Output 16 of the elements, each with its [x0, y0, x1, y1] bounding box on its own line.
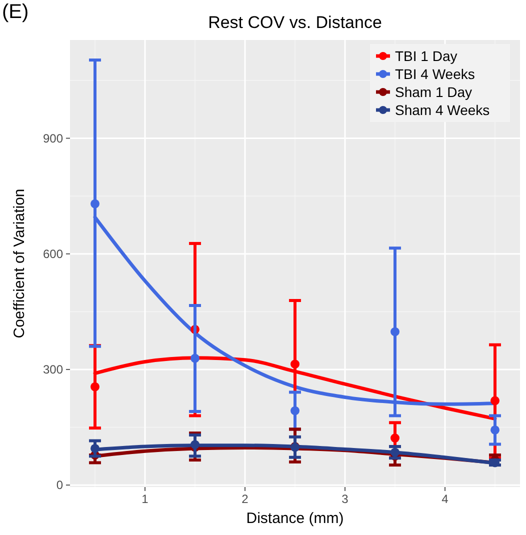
- legend-label: Sham 4 Weeks: [395, 102, 490, 118]
- legend-label: Sham 1 Day: [395, 84, 472, 100]
- legend-label: TBI 4 Weeks: [395, 66, 475, 82]
- legend-label: TBI 1 Day: [395, 48, 458, 64]
- x-tick-label: 1: [142, 492, 149, 506]
- x-tick-label: 4: [442, 492, 449, 506]
- y-tick-label: 0: [56, 478, 64, 492]
- x-tick-label: 2: [242, 492, 249, 506]
- x-axis-title: Distance (mm): [246, 510, 344, 527]
- x-tick-label: 3: [342, 492, 349, 506]
- chart-title: Rest COV vs. Distance: [208, 13, 382, 32]
- y-tick-label: 300: [42, 362, 64, 376]
- y-axis-title: Coefficient of Variation: [11, 188, 28, 338]
- y-tick-label: 600: [42, 246, 64, 261]
- text: (E): [2, 1, 29, 23]
- y-tick-label: 900: [42, 131, 64, 146]
